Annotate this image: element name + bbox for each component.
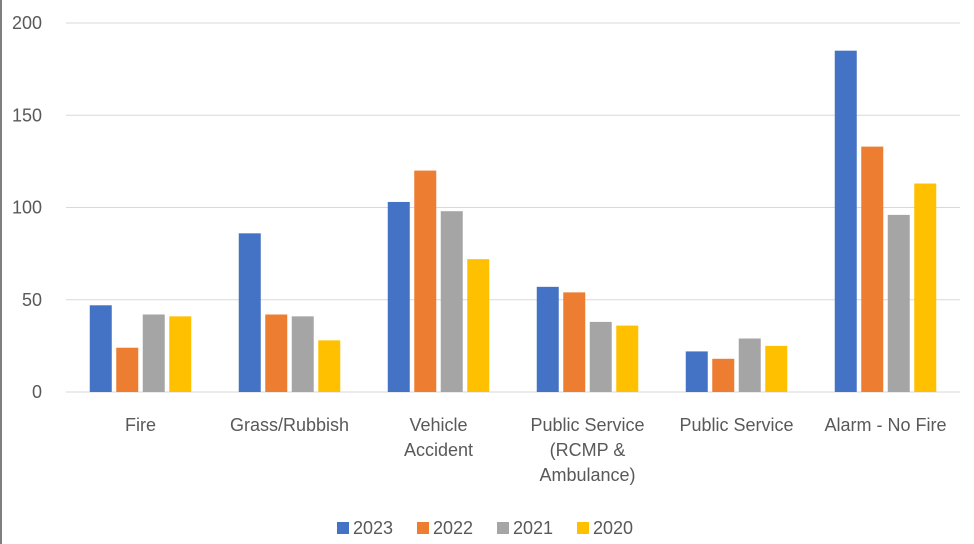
bar-2020	[616, 325, 639, 392]
bar-2021	[887, 214, 910, 392]
bar-2023	[238, 233, 261, 392]
bar-2023	[834, 50, 857, 393]
bar-2023	[536, 286, 559, 392]
category-label: Grass/Rubbish	[230, 415, 349, 435]
bar-2022	[265, 314, 288, 392]
category-label: Ambulance)	[539, 465, 635, 485]
category-label: Public Service	[679, 415, 793, 435]
legend-swatch	[337, 522, 349, 534]
bar-2023	[685, 351, 708, 392]
category-label: (RCMP &	[550, 440, 626, 460]
bar-2022	[563, 292, 586, 392]
bar-2022	[116, 347, 139, 392]
bar-2021	[142, 314, 165, 392]
legend-label: 2023	[353, 518, 393, 538]
y-tick-label: 0	[32, 382, 42, 402]
legend-label: 2021	[513, 518, 553, 538]
bar-2021	[589, 321, 612, 392]
category-label: Alarm - No Fire	[824, 415, 946, 435]
bar-2021	[738, 338, 761, 392]
legend-label: 2020	[593, 518, 633, 538]
bar-2020	[914, 183, 937, 392]
legend-swatch	[417, 522, 429, 534]
bar-2022	[414, 170, 437, 392]
bar-2021	[440, 211, 463, 392]
y-tick-label: 100	[12, 198, 42, 218]
bar-2023	[387, 201, 410, 392]
bar-2020	[318, 340, 341, 392]
legend-label: 2022	[433, 518, 473, 538]
category-label: Vehicle	[409, 415, 467, 435]
y-tick-label: 50	[22, 290, 42, 310]
category-label: Public Service	[530, 415, 644, 435]
bar-2021	[291, 316, 314, 392]
bar-2020	[169, 316, 192, 392]
legend-swatch	[497, 522, 509, 534]
category-label: Accident	[404, 440, 473, 460]
category-label: Fire	[125, 415, 156, 435]
bar-2022	[712, 358, 735, 392]
chart-frame-edge	[0, 0, 2, 544]
bar-2020	[765, 345, 788, 392]
bar-2022	[861, 146, 884, 392]
y-tick-label: 200	[12, 13, 42, 33]
legend-swatch	[577, 522, 589, 534]
bar-2020	[467, 259, 490, 392]
bar-2023	[89, 305, 112, 392]
y-tick-label: 150	[12, 105, 42, 125]
